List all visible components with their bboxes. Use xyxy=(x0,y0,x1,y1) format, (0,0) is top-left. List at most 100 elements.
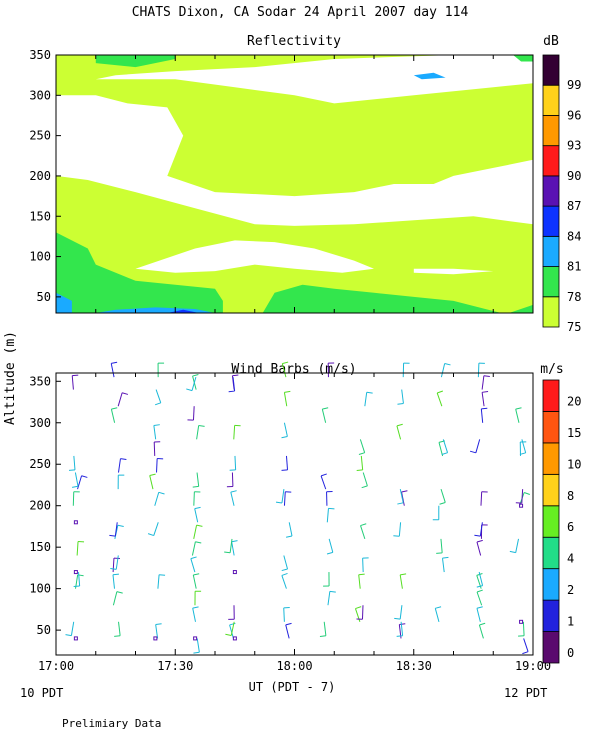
wind-colorbar-swatch xyxy=(542,473,560,507)
wind-barb-flag xyxy=(439,501,446,505)
y-tick-label: 350 xyxy=(29,48,51,62)
y-tick-label: 150 xyxy=(29,540,51,554)
wind-barbs-frame xyxy=(55,372,534,656)
wind-barb-flag xyxy=(355,606,362,610)
colorbar-label: 78 xyxy=(567,290,581,304)
wind-barb-flag xyxy=(399,623,406,626)
reflectivity-panel: Reflectivity 50 100 150 200 250 300 350 75 78 81… xyxy=(29,34,581,334)
wind-colorbar-label: 1 xyxy=(567,615,574,629)
wind-barb xyxy=(112,574,116,589)
footer-left-label: 10 PDT xyxy=(20,686,63,700)
wind-barb-flag xyxy=(111,361,118,364)
y-tick-label: 50 xyxy=(37,623,51,637)
wind-barb xyxy=(438,442,444,457)
wind-barb xyxy=(361,605,364,620)
wind-colorbar-unit: m/s xyxy=(540,362,563,377)
wind-colorbar-label: 6 xyxy=(567,520,574,534)
wind-barb xyxy=(234,455,237,470)
wind-barb-flag xyxy=(397,502,404,505)
wind-barb xyxy=(149,475,154,490)
colorbar-swatch-81 xyxy=(542,235,560,267)
wind-barb xyxy=(440,363,446,378)
y-tick-label: 100 xyxy=(29,582,51,596)
wind-barb xyxy=(153,441,156,456)
wind-barb xyxy=(118,621,121,636)
wind-barb xyxy=(229,538,233,553)
wind-barb xyxy=(475,439,481,453)
wind-barb-flag xyxy=(479,622,486,626)
wind-barb xyxy=(193,491,195,506)
x-tick-label: 17:00 xyxy=(38,659,74,673)
wind-barb xyxy=(327,591,331,606)
wind-barb xyxy=(476,541,482,556)
reflectivity-contours xyxy=(56,55,534,313)
contour-region-white xyxy=(56,95,533,226)
wind-barb-flag xyxy=(319,635,326,637)
colorbar-label: 90 xyxy=(567,169,581,183)
wind-barb xyxy=(522,621,525,636)
wind-barb xyxy=(521,489,524,504)
contour-region-81 xyxy=(413,72,446,80)
wind-barb xyxy=(396,425,402,440)
wind-barb xyxy=(153,425,157,440)
x-tick-label: 18:30 xyxy=(396,659,432,673)
y-tick-label: 300 xyxy=(29,416,51,430)
wind-barb-flag xyxy=(476,539,483,543)
wind-barb-flag xyxy=(81,475,88,478)
wind-colorbar-label: 15 xyxy=(567,426,581,440)
wind-barb xyxy=(434,608,440,622)
wind-barb-flag xyxy=(322,407,329,410)
wind-colorbar-swatch xyxy=(542,411,560,444)
wind-barb-flag xyxy=(401,490,408,493)
wind-barb xyxy=(400,621,404,636)
wind-barb xyxy=(478,571,484,586)
wind-colorbar-swatch xyxy=(542,536,560,570)
wind-barb-flag xyxy=(361,485,368,489)
wind-colorbar-swatch xyxy=(542,379,560,412)
wind-barb-flag xyxy=(285,622,292,626)
wind-barb-flag xyxy=(225,633,232,636)
wind-barb xyxy=(196,472,200,487)
wind-barb-flag xyxy=(441,452,448,455)
contour-region-75 xyxy=(56,55,533,313)
reflectivity-title: Reflectivity xyxy=(247,34,341,49)
contour-region-78 xyxy=(509,304,533,313)
wind-barb xyxy=(479,522,483,537)
wind-barbs-y-axis: 50 100 150 200 250 300 350 xyxy=(29,374,61,637)
wind-barb-flag xyxy=(397,402,404,405)
wind-barb-flag xyxy=(366,391,373,394)
calm-marker xyxy=(73,636,78,641)
wind-barb xyxy=(283,422,288,437)
wind-barb xyxy=(481,392,485,407)
wind-barb xyxy=(110,409,116,423)
wind-barb xyxy=(321,409,327,423)
wind-barb-flag xyxy=(469,450,477,454)
wind-barb-flag xyxy=(114,635,121,637)
wind-barb xyxy=(155,624,159,639)
preliminary-note: Prelimiary Data xyxy=(62,717,161,730)
wind-barb xyxy=(117,392,123,407)
y-tick-label: 250 xyxy=(29,457,51,471)
contour-region-78 xyxy=(513,55,533,62)
wind-barb-flag xyxy=(158,491,165,495)
wind-barb xyxy=(70,621,75,636)
wind-barb xyxy=(230,491,235,506)
wind-barb-flag xyxy=(282,361,289,365)
wind-barb xyxy=(515,409,520,423)
wind-barb xyxy=(476,608,481,622)
y-tick-label: 200 xyxy=(29,499,51,513)
wind-barb xyxy=(283,392,288,407)
wind-barb-flag xyxy=(122,392,129,395)
wind-barb-flag xyxy=(111,407,118,410)
y-tick-label: 300 xyxy=(29,88,51,102)
wind-barb-flag xyxy=(193,573,200,576)
wind-barb-flag xyxy=(190,556,197,560)
contour-region-78 xyxy=(56,232,223,313)
wind-barb xyxy=(477,363,480,378)
y-tick-label: 150 xyxy=(29,209,51,223)
wind-barb-flag xyxy=(231,540,238,543)
wind-barb-flag xyxy=(149,473,156,476)
wind-barb-flag xyxy=(196,524,203,527)
wind-barb xyxy=(440,538,443,553)
y-axis-label: Altitude (m) xyxy=(3,331,18,425)
